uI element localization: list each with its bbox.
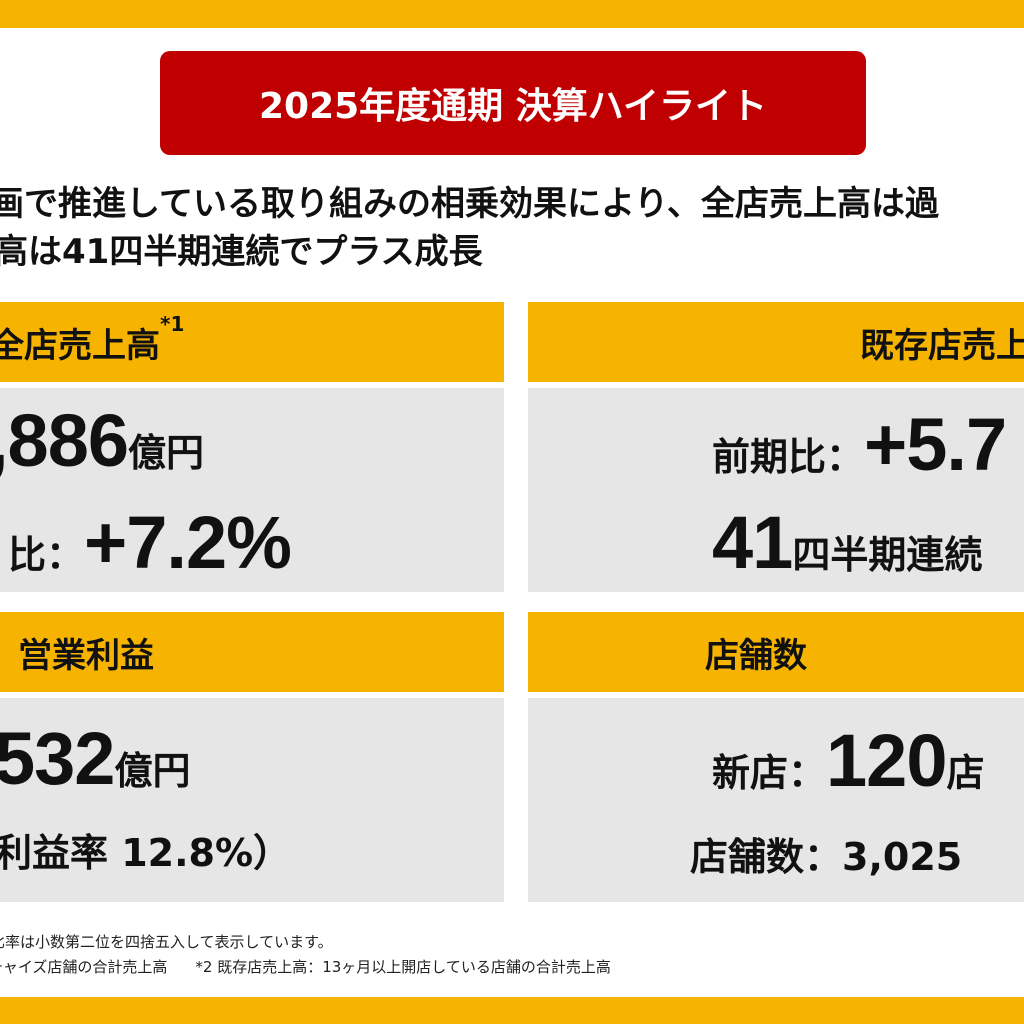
footnote-line-1: 比率は小数第二位を四捨五入して表示しています。	[0, 933, 333, 951]
top-accent-bar	[0, 0, 1024, 28]
existing-streak-value: 41	[712, 501, 793, 584]
footnote-line-2: チャイズ店舗の合計売上高 *2 既存店売上高：13ヶ月以上開店している店舗の合計売…	[0, 956, 1012, 977]
footnote-1-text: チャイズ店舗の合計売上高	[0, 958, 168, 976]
sales-panel-body: ,886億円 比：+7.2%	[0, 388, 504, 592]
sales-value: ,886	[0, 399, 129, 482]
sales-heading-footnote: *1	[160, 311, 185, 336]
profit-margin-text: 利益率 12.8%）	[0, 831, 292, 875]
stores-new-label: 新店：	[712, 751, 827, 795]
stores-heading-text: 店舗数	[705, 635, 807, 676]
existing-streak-text: 四半期連続	[792, 533, 983, 577]
profit-heading-text: 営業利益	[18, 635, 154, 676]
bottom-accent-bar	[0, 997, 1024, 1024]
stores-new-unit: 店	[946, 751, 985, 795]
existing-sales-panel-body: 前期比：+5.7 41四半期連続	[528, 388, 1024, 592]
existing-heading-text: 既存店売上高	[860, 325, 1024, 366]
existing-sales-panel-heading: 既存店売上高	[528, 302, 1024, 382]
existing-change-value: +5.7	[864, 403, 1007, 486]
profit-value: 532	[0, 717, 115, 800]
sales-panel-heading: 全店売上高*1	[0, 302, 504, 382]
sales-heading-text: 全店売上高	[0, 325, 160, 366]
sales-change-value: +7.2%	[84, 501, 292, 584]
page-title: 2025年度通期 決算ハイライト	[258, 86, 767, 127]
lead-text-line-2: 高は41四半期連続でプラス成長	[0, 232, 483, 272]
profit-panel-body: 532億円 利益率 12.8%）	[0, 698, 504, 902]
footnote-2-text: *2 既存店売上高：13ヶ月以上開店している店舗の合計売上高	[195, 958, 611, 976]
stores-total-label: 店舗数：	[690, 835, 843, 879]
existing-change-label: 前期比：	[712, 435, 865, 479]
sales-change-label: 比：	[8, 533, 85, 577]
stores-new-value: 120	[826, 719, 947, 802]
title-banner: 2025年度通期 決算ハイライト	[160, 51, 866, 155]
stores-panel-body: 新店：120店 店舗数：3,025	[528, 698, 1024, 902]
profit-panel-heading: 営業利益	[0, 612, 504, 692]
stores-panel-heading: 店舗数	[528, 612, 1024, 692]
profit-value-unit: 億円	[114, 749, 191, 793]
stores-total-value: 3,025	[842, 835, 963, 879]
sales-value-unit: 億円	[128, 431, 205, 475]
lead-text-line-1: 画で推進している取り組みの相乗効果により、全店売上高は過	[0, 184, 939, 224]
